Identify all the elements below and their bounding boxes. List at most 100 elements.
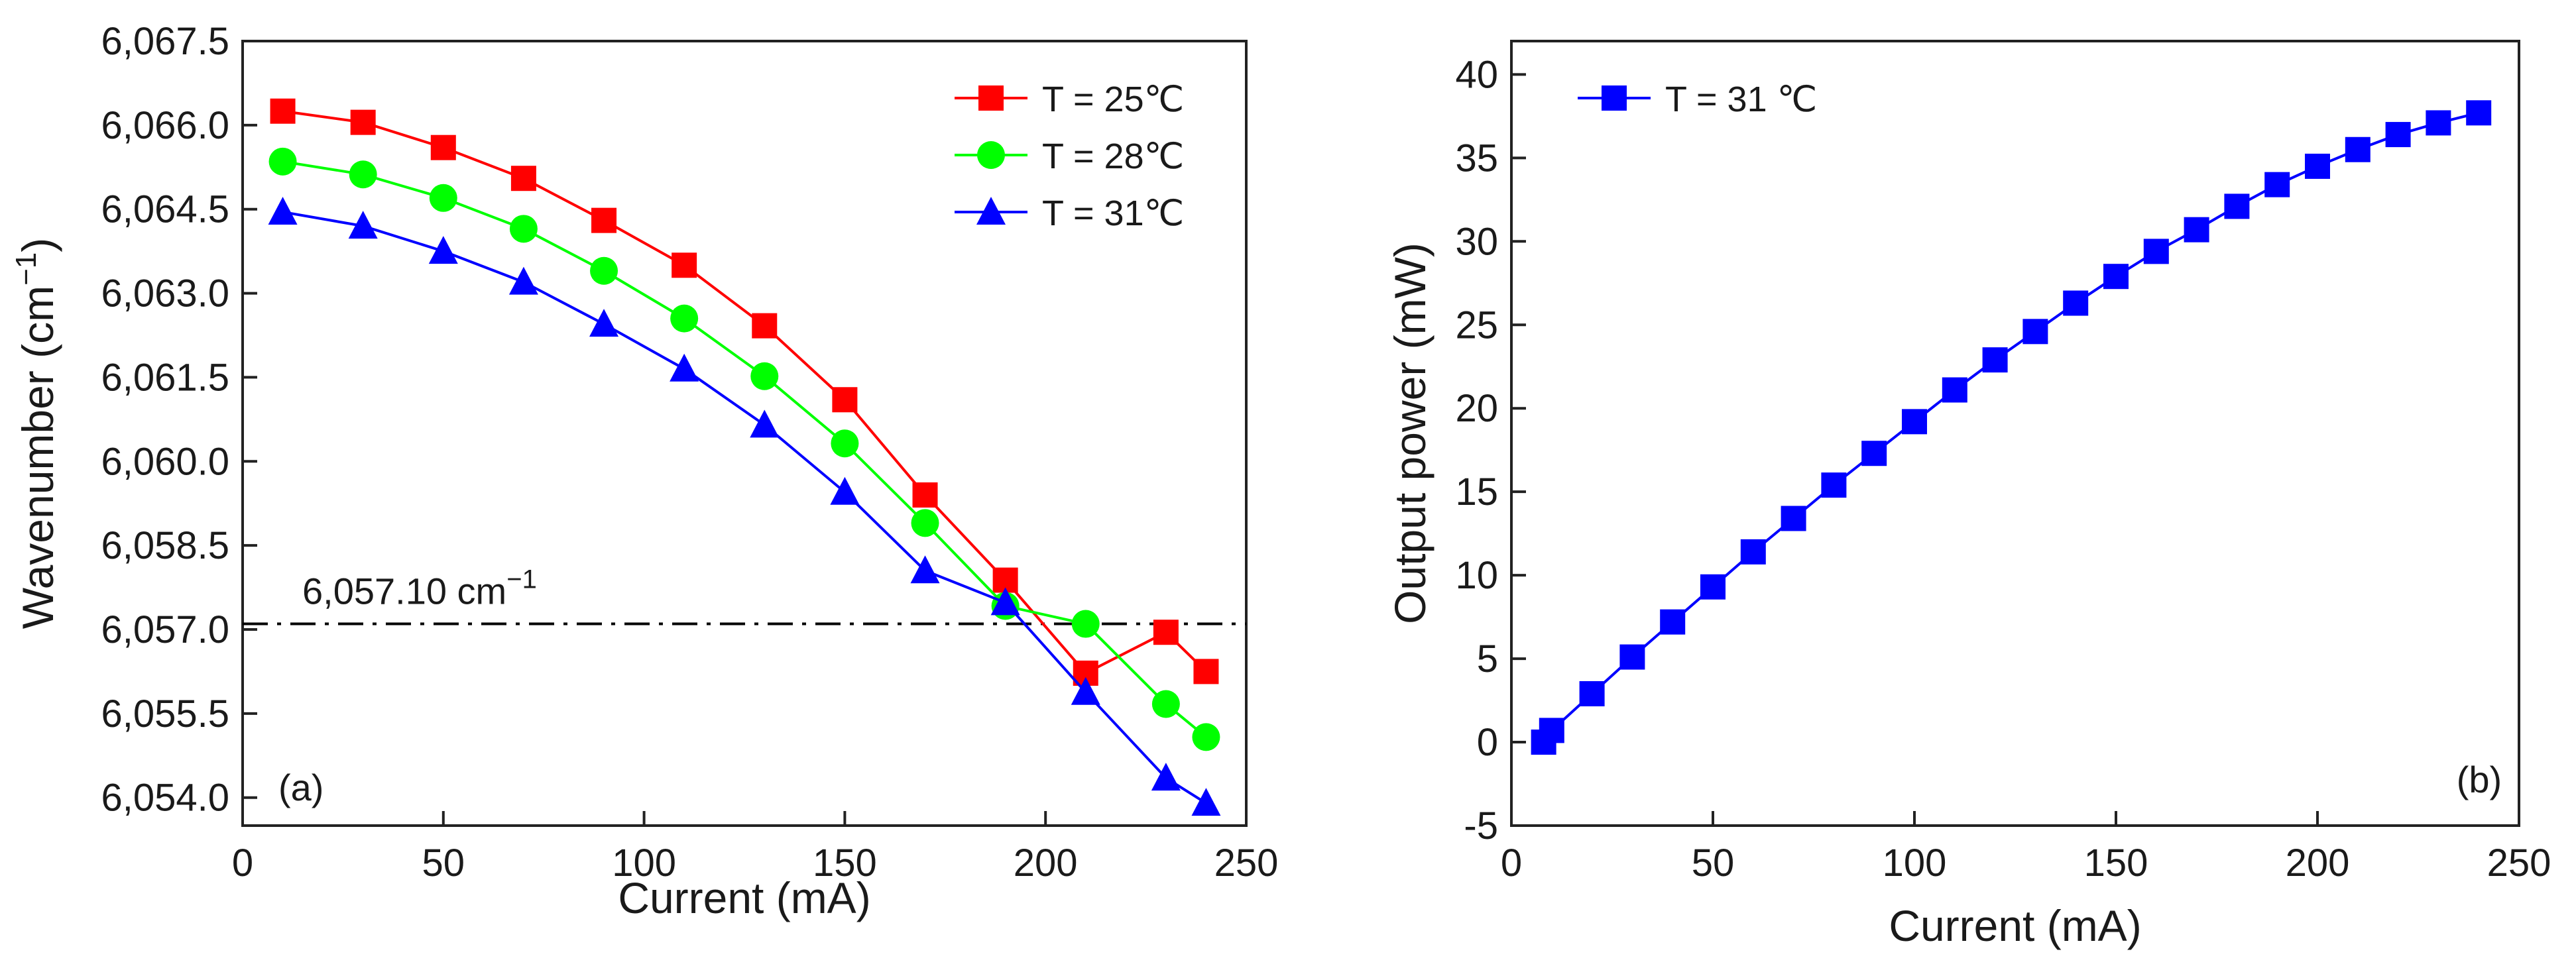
- legend-label: T = 31 ℃: [1665, 80, 1817, 119]
- y-tick-label: 20: [1455, 387, 1498, 430]
- plot-frame: [1510, 40, 2520, 827]
- data-point: [1071, 610, 1100, 638]
- data-point: [1619, 644, 1645, 670]
- y-tick-label: 6,061.5: [101, 356, 229, 399]
- data-point: [990, 587, 1020, 616]
- y-tick-label: 5: [1477, 637, 1498, 680]
- data-point: [349, 160, 377, 189]
- data-point: [2022, 319, 2048, 345]
- x-tick-label: 150: [2084, 842, 2148, 885]
- data-point: [270, 98, 296, 124]
- data-point: [1861, 441, 1887, 466]
- data-point: [672, 252, 697, 278]
- data-point: [1192, 723, 1220, 751]
- x-tick-label: 0: [232, 842, 253, 885]
- legend-marker: [977, 141, 1005, 169]
- data-point: [2063, 290, 2089, 316]
- data-point: [268, 147, 297, 176]
- series-line: [1542, 111, 2479, 743]
- x-tick-label: 200: [2286, 842, 2350, 885]
- x-tick-label: 50: [1692, 842, 1735, 885]
- y-tick-label: 10: [1455, 554, 1498, 597]
- data-point: [2224, 193, 2250, 219]
- data-point: [2184, 217, 2209, 243]
- y-axis-title-text: Wavenumber (cm: [13, 286, 62, 629]
- y-tick-label: -5: [1464, 804, 1498, 847]
- data-point: [2264, 172, 2290, 197]
- series-0: [1531, 100, 2492, 755]
- y-axis-title: Wavenumber (cm−1): [10, 238, 62, 629]
- series-1: [268, 147, 1220, 751]
- y-tick-label: 6,054.0: [101, 777, 229, 820]
- data-point: [752, 313, 778, 339]
- y-tick-label: 6,067.5: [101, 20, 229, 63]
- reference-line-label-text: 6,057.10 cm: [302, 570, 506, 612]
- legend-label: T = 28℃: [1042, 136, 1184, 176]
- data-point: [1821, 472, 1847, 498]
- data-point: [268, 196, 298, 225]
- data-point: [350, 109, 376, 135]
- y-tick-label: 6,064.5: [101, 188, 229, 231]
- data-point: [1781, 506, 1806, 531]
- data-point: [1579, 680, 1605, 706]
- x-tick-label: 250: [1214, 842, 1279, 885]
- data-point: [428, 236, 458, 264]
- data-point: [750, 409, 780, 438]
- legend-label: T = 31℃: [1042, 193, 1184, 233]
- y-axis-title-close: ): [13, 238, 62, 252]
- data-point: [750, 362, 779, 390]
- x-tick-label: 100: [612, 842, 676, 885]
- panel-a-wavenumber-chart: 0 50 100 150 200 250 6,054.0 6,055.5 6,057.0 6,05…: [10, 20, 1278, 922]
- data-point: [2426, 110, 2451, 136]
- y-tick-label: 35: [1455, 136, 1498, 180]
- data-point: [2103, 264, 2129, 290]
- data-point: [831, 429, 859, 458]
- x-axis-title: Current (mA): [618, 873, 870, 922]
- data-point: [1193, 659, 1219, 684]
- x-axis-title: Current (mA): [1889, 901, 2141, 950]
- data-point: [1740, 539, 1766, 565]
- data-point: [1902, 409, 1927, 435]
- data-point: [348, 211, 378, 239]
- panel-label: (a): [278, 767, 323, 808]
- panel-label: (b): [2457, 759, 2502, 800]
- data-point: [1153, 620, 1179, 645]
- data-point: [832, 387, 858, 413]
- data-point: [910, 555, 940, 584]
- data-point: [1942, 377, 1967, 403]
- x-tick-label: 50: [422, 842, 465, 885]
- legend-marker: [1602, 85, 1627, 111]
- x-tick-label: 0: [1501, 842, 1522, 885]
- legend-marker: [978, 85, 1004, 111]
- legend-label: T = 25℃: [1042, 80, 1184, 119]
- data-point: [1982, 347, 2008, 373]
- data-point: [2385, 122, 2411, 148]
- y-tick-label: 40: [1455, 53, 1498, 96]
- legend-marker: [976, 197, 1006, 225]
- y-tick-label: 6,060.0: [101, 440, 229, 483]
- y-tick-label: 30: [1455, 220, 1498, 263]
- data-point: [1700, 574, 1726, 600]
- y-tick-label: 6,063.0: [101, 272, 229, 315]
- data-point: [508, 266, 538, 295]
- data-point: [2466, 100, 2492, 126]
- data-point: [430, 135, 456, 160]
- data-point: [670, 353, 699, 382]
- data-point: [1660, 609, 1686, 635]
- reference-line-label-exponent: −1: [506, 565, 537, 594]
- y-axis-title-exponent: −1: [10, 252, 42, 286]
- plot-frame: [241, 40, 1248, 827]
- data-point: [429, 184, 457, 212]
- data-point: [912, 482, 938, 508]
- data-point: [830, 476, 860, 505]
- data-point: [510, 166, 536, 191]
- data-point: [670, 304, 699, 333]
- x-tick-label: 150: [813, 842, 877, 885]
- data-point: [1539, 718, 1564, 743]
- x-tick-label: 250: [2487, 842, 2551, 885]
- reference-line-label: 6,057.10 cm−1: [302, 565, 537, 612]
- y-tick-label: 6,058.5: [101, 524, 229, 567]
- data-point: [2345, 136, 2371, 162]
- data-point: [911, 509, 939, 537]
